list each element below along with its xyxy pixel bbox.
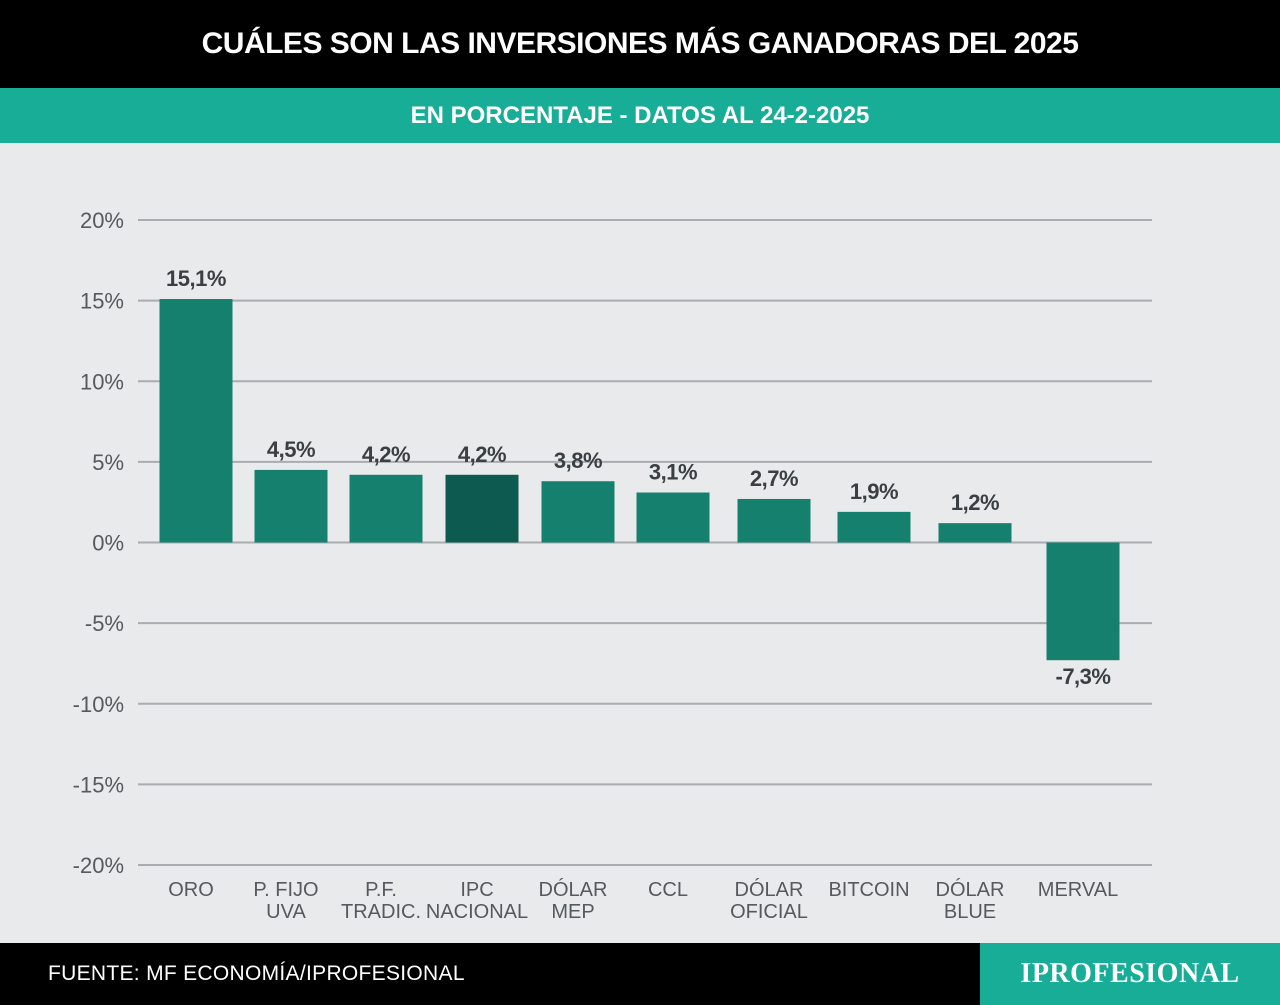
x-tick-label: BITCOIN [828, 879, 909, 901]
bar [159, 299, 233, 543]
x-tick-label: TRADIC. [341, 901, 421, 923]
bar [737, 498, 811, 543]
bar [1046, 542, 1120, 661]
x-tick-label: MEP [551, 901, 594, 923]
x-tick-label: OFICIAL [730, 901, 808, 923]
y-tick-label: 10% [80, 369, 124, 394]
bar [445, 474, 519, 543]
title-bar: CUÁLES SON LAS INVERSIONES MÁS GANADORAS… [0, 0, 1280, 88]
y-tick-label: 0% [92, 531, 124, 556]
x-tick-label: MERVAL [1038, 879, 1118, 901]
x-tick-label: IPC [460, 879, 493, 901]
data-label: 4,5% [267, 437, 315, 462]
brand-logo: IPROFESIONAL [980, 943, 1280, 1005]
bar-chart: 20% 15% 10% 5% 0% -5% -10% -15% -20% 15,1% ORO 4,5%… [73, 208, 1152, 923]
x-tick-label: DÓLAR [539, 878, 608, 901]
data-label: 4,2% [458, 442, 506, 467]
data-label: -7,3% [1056, 664, 1111, 689]
data-label: 2,7% [750, 466, 798, 491]
y-tick-label: -5% [85, 611, 124, 636]
bar [254, 469, 328, 543]
x-tick-label: DÓLAR [936, 878, 1005, 901]
chart-title: CUÁLES SON LAS INVERSIONES MÁS GANADORAS… [201, 27, 1079, 60]
bar [837, 511, 911, 543]
source-note: FUENTE: MF ECONOMÍA/IPROFESIONAL [48, 962, 465, 985]
y-tick-label: -20% [73, 853, 124, 878]
data-label: 1,2% [951, 490, 999, 515]
bar [938, 523, 1012, 543]
subtitle-bar: EN PORCENTAJE - DATOS AL 24-2-2025 [0, 88, 1280, 143]
y-tick-label: 5% [92, 450, 124, 475]
data-label: 15,1% [166, 266, 226, 291]
x-tick-label: NACIONAL [426, 901, 528, 923]
x-tick-label: CCL [648, 879, 688, 901]
bar [349, 474, 423, 543]
footer: FUENTE: MF ECONOMÍA/IPROFESIONAL IPROFES… [0, 943, 1280, 1005]
x-tick-label: P. FIJO [253, 879, 318, 901]
bar [636, 492, 710, 543]
y-tick-label: 20% [80, 208, 124, 233]
y-tick-label: -15% [73, 772, 124, 797]
data-label: 1,9% [850, 479, 898, 504]
y-tick-label: -10% [73, 692, 124, 717]
x-tick-label: DÓLAR [735, 878, 804, 901]
chart-subtitle: EN PORCENTAJE - DATOS AL 24-2-2025 [410, 101, 870, 129]
x-tick-label: P.F. [365, 879, 397, 901]
data-label: 3,8% [554, 448, 602, 473]
x-tick-label: UVA [266, 901, 306, 923]
brand-logo-text: IPROFESIONAL [1020, 958, 1240, 989]
x-tick-label: BLUE [944, 901, 996, 923]
chart-area: 20% 15% 10% 5% 0% -5% -10% -15% -20% 15,1% ORO 4,5%… [0, 143, 1280, 943]
data-label: 4,2% [362, 442, 410, 467]
bar [541, 481, 615, 543]
x-tick-label: ORO [168, 879, 214, 901]
data-label: 3,1% [649, 460, 697, 485]
y-tick-label: 15% [80, 289, 124, 314]
